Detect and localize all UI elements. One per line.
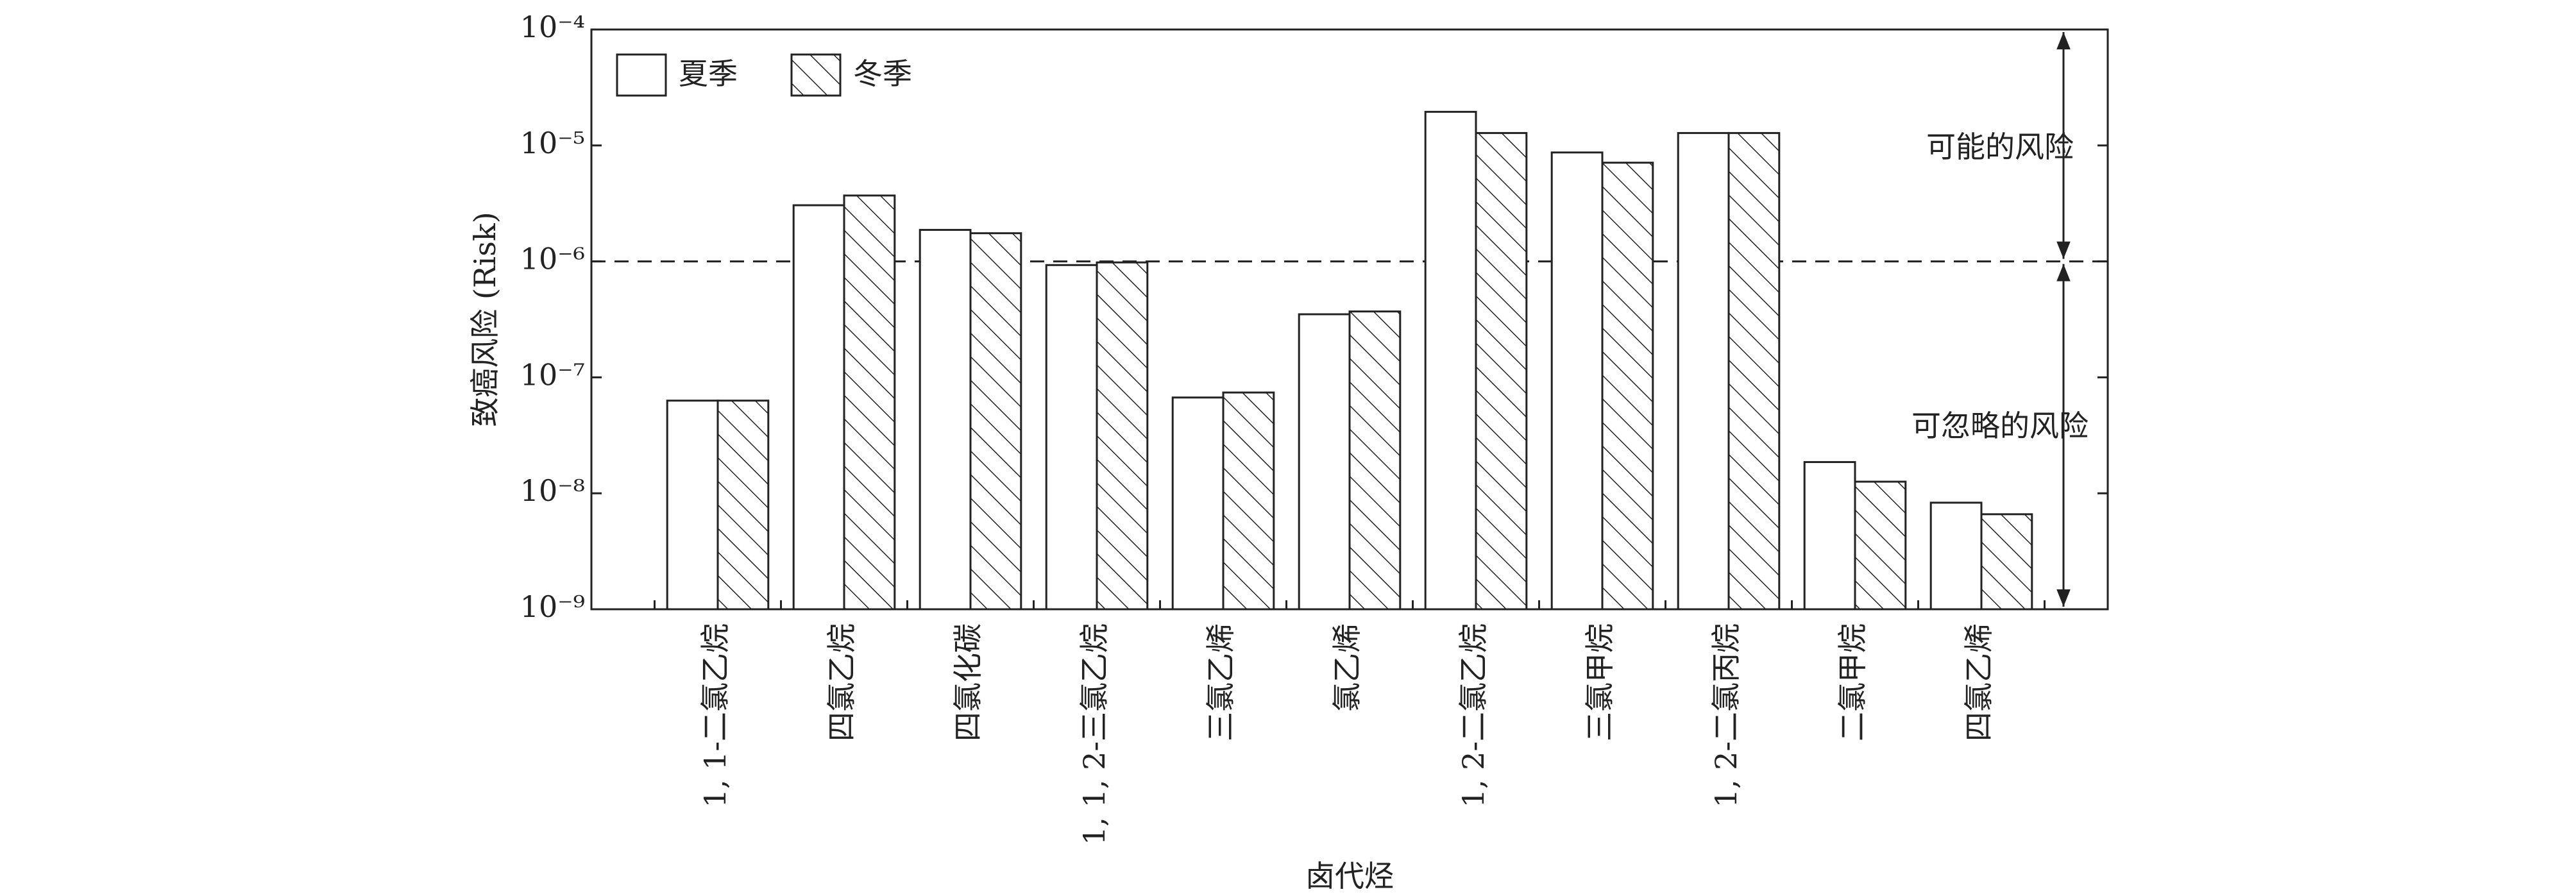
x-tick-label: 四氯乙烷 — [824, 623, 859, 741]
bar — [1348, 310, 1402, 611]
x-tick-label: 四氯乙烯 — [1962, 623, 1996, 741]
bar — [1980, 513, 2033, 611]
bar — [1677, 131, 1730, 611]
y-tick-label: 10⁻⁴ — [520, 10, 585, 44]
x-tick-label: 氯乙烯 — [1330, 623, 1364, 712]
legend-swatch — [790, 53, 842, 97]
bar — [1096, 261, 1149, 611]
annotation: 可忽略的风险 — [1911, 409, 2089, 443]
bar — [1929, 502, 1983, 611]
bar — [792, 204, 845, 611]
x-tick-label: 四氯化碳 — [951, 623, 985, 741]
bar — [843, 194, 896, 611]
bar — [919, 228, 972, 611]
annotation: 可能的风险 — [1926, 130, 2074, 164]
legend-label: 夏季 — [679, 56, 738, 91]
legend-swatch — [616, 53, 667, 97]
bar — [1803, 460, 1856, 611]
x-tick-label: 三氯乙烯 — [1203, 623, 1238, 741]
x-tick-label: 三氯甲烷 — [1582, 623, 1617, 741]
bar — [1727, 131, 1781, 611]
bar — [1854, 480, 1907, 611]
legend-label: 冬季 — [853, 56, 912, 91]
y-tick-label: 10⁻⁵ — [520, 126, 585, 160]
x-axis-label: 卤代烃 — [1305, 859, 1394, 893]
x-tick-label: 1, 2-二氯丙烷 — [1709, 623, 1743, 807]
bar — [666, 400, 719, 611]
y-tick-label: 10⁻⁸ — [520, 473, 585, 508]
x-tick-label: 1, 1, 2-三氯乙烷 — [1077, 623, 1112, 845]
bar — [1475, 131, 1528, 611]
x-tick-label: 1, 1-二氯乙烷 — [698, 623, 733, 807]
y-tick-label: 10⁻⁹ — [520, 589, 585, 624]
y-tick-label: 10⁻⁷ — [520, 357, 585, 392]
bar — [1045, 264, 1098, 611]
x-tick-label: 二氯甲烷 — [1835, 623, 1870, 741]
bar — [1424, 110, 1477, 611]
y-axis-label: 致癌风险 (Risk) — [468, 212, 502, 426]
x-tick-label: 1, 2-二氯乙烷 — [1456, 623, 1491, 807]
bar — [1171, 396, 1224, 611]
bar — [1222, 391, 1275, 611]
bar — [1550, 151, 1604, 611]
bar — [1601, 162, 1654, 611]
y-tick-label: 10⁻⁶ — [520, 242, 585, 276]
bar — [969, 232, 1022, 611]
bar — [716, 400, 770, 611]
bar — [1298, 313, 1351, 611]
